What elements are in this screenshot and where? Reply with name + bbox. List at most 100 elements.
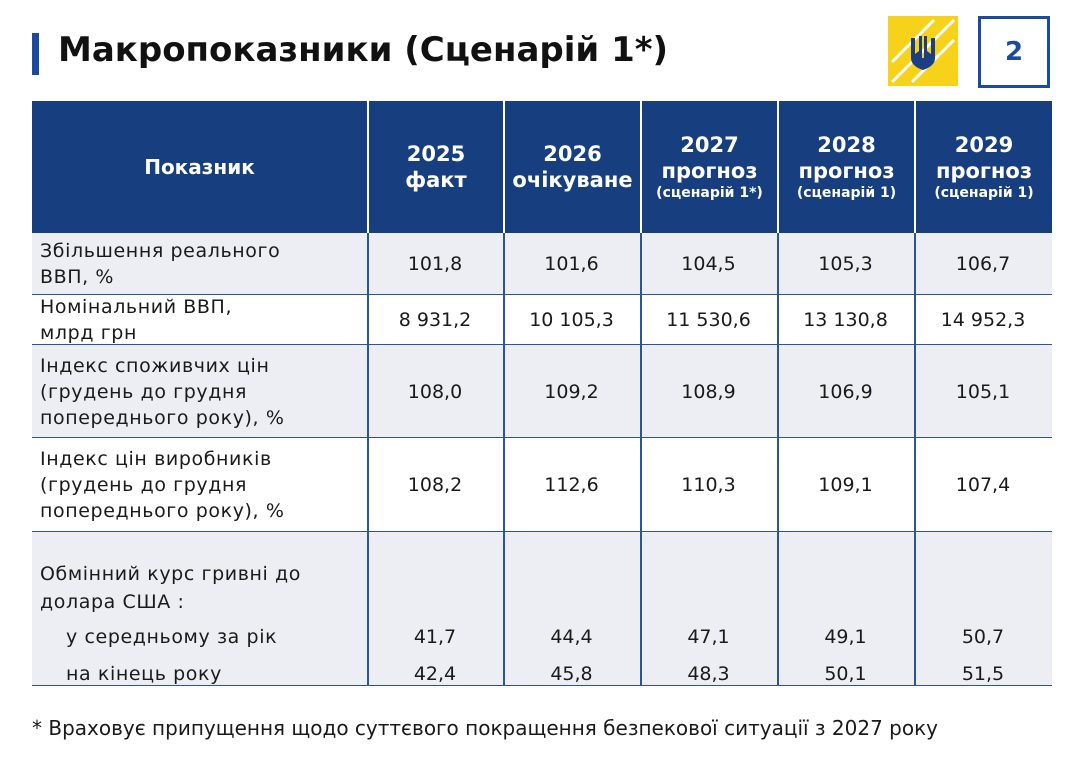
table-row xyxy=(32,345,1052,438)
header-cell: 2027 прогноз (сценарій 1*) xyxy=(640,101,777,233)
table-row xyxy=(32,438,1052,532)
header-cell: 2028 прогноз (сценарій 1) xyxy=(777,101,914,233)
header-kind: прогноз xyxy=(935,159,1033,183)
cell-value: 108,2 xyxy=(407,474,463,496)
cell-value: 109,2 xyxy=(544,380,599,403)
row-label-line: млрд грн xyxy=(40,322,137,344)
row-label-line: Номінальний ВВП, xyxy=(40,296,233,318)
cell-value: 107,4 xyxy=(955,474,1011,496)
header-year: 2028 xyxy=(817,133,876,157)
row-label-line: долара США : xyxy=(40,591,185,613)
header-cell: 2025 факт xyxy=(367,101,503,233)
cell-value: 105,3 xyxy=(818,253,873,275)
row-label: Збільшення реального ВВП, % xyxy=(32,233,367,295)
header-kind: факт xyxy=(405,168,467,192)
cell-value: 48,3 xyxy=(687,663,730,685)
row-label-line: Обмінний курс гривні до xyxy=(40,563,302,585)
table-row xyxy=(32,532,1052,686)
cell-value: 101,6 xyxy=(544,253,599,275)
cell-value: 13 130,8 xyxy=(803,309,888,331)
header-kind: очікуване xyxy=(512,168,633,192)
row-label: Індекс споживчих цін (грудень до грудня по… xyxy=(32,345,367,438)
subrow-label: на кінець року xyxy=(66,663,222,685)
column-divider xyxy=(367,295,369,345)
column-divider xyxy=(777,345,779,438)
column-divider xyxy=(367,233,369,295)
cell-value: 105,1 xyxy=(955,380,1011,403)
cell-value: 110,3 xyxy=(681,474,736,496)
header-note: (сценарій 1) xyxy=(934,185,1034,201)
cell-value: 106,9 xyxy=(818,380,873,403)
cell-value: 11 530,6 xyxy=(666,309,751,331)
column-divider xyxy=(367,345,369,438)
column-divider xyxy=(777,295,779,345)
row-label-line: Індекс споживчих цін xyxy=(40,354,270,377)
header-cell: Показник xyxy=(32,101,367,233)
header-note: (сценарій 1) xyxy=(796,185,897,201)
cell-value: 42,4 xyxy=(413,663,457,685)
column-divider xyxy=(503,532,505,686)
cell-value: 50,1 xyxy=(824,663,867,685)
column-divider xyxy=(777,438,779,532)
logo xyxy=(888,16,958,86)
column-divider xyxy=(367,532,369,686)
cell-value: 8 931,2 xyxy=(398,309,472,331)
row-label-line: ВВП, % xyxy=(40,266,115,288)
cell-value: 109,1 xyxy=(818,474,873,496)
column-divider xyxy=(914,295,916,345)
column-divider xyxy=(640,345,642,438)
table-row xyxy=(32,233,1052,295)
header-year: 2025 xyxy=(406,142,466,166)
cell-value: 44,4 xyxy=(550,626,593,648)
column-divider xyxy=(640,233,642,295)
header-year: 2029 xyxy=(954,133,1014,157)
cell-value: 106,7 xyxy=(955,253,1011,275)
table-header xyxy=(32,101,1052,233)
footnote: * Враховує припущення щодо суттєвого пок… xyxy=(32,716,939,740)
column-divider xyxy=(503,295,505,345)
cell-value: 104,5 xyxy=(681,253,736,275)
title-bar xyxy=(32,33,39,75)
column-divider xyxy=(914,233,916,295)
subrow-label: у середньому за рік xyxy=(66,626,278,648)
row-label-line: Збільшення реального xyxy=(40,240,281,262)
cell-value: 51,5 xyxy=(961,663,1005,685)
row-label-line: (грудень до грудня xyxy=(40,380,248,403)
row-label: Індекс цін виробників (грудень до грудня п… xyxy=(32,438,367,532)
row-label: Номінальний ВВП, млрд грн xyxy=(32,295,367,345)
page-number: 2 xyxy=(978,16,1050,88)
column-divider xyxy=(777,532,779,686)
cell-value: 45,8 xyxy=(550,663,593,685)
row-label-line: попереднього року), % xyxy=(40,406,285,429)
cell-value: 41,7 xyxy=(413,626,457,648)
cell-value: 50,7 xyxy=(961,626,1005,648)
cell-value: 101,8 xyxy=(407,253,463,275)
row-label-line: (грудень до грудня xyxy=(40,474,248,496)
column-divider xyxy=(503,345,505,438)
header-kind: прогноз xyxy=(661,159,758,183)
row-label-line: попереднього року), % xyxy=(40,500,285,522)
header-label: Показник xyxy=(144,155,255,179)
column-divider xyxy=(914,438,916,532)
header-cell: 2029 прогноз (сценарій 1) xyxy=(914,101,1052,233)
column-divider xyxy=(640,532,642,686)
column-divider xyxy=(777,233,779,295)
column-divider xyxy=(503,438,505,532)
cell-value: 10 105,3 xyxy=(529,309,614,331)
header-kind: прогноз xyxy=(798,159,895,183)
column-divider xyxy=(367,438,369,532)
column-divider xyxy=(914,345,916,438)
header-note: (сценарій 1*) xyxy=(656,185,763,201)
header-year: 2027 xyxy=(680,133,739,157)
table-row xyxy=(32,295,1052,345)
row-label-line: Індекс цін виробників xyxy=(40,448,272,470)
column-divider xyxy=(640,295,642,345)
header-year: 2026 xyxy=(543,142,602,166)
column-divider xyxy=(503,233,505,295)
cell-value: 108,9 xyxy=(681,380,736,403)
slide-title: Макропоказники (Сценарій 1*) xyxy=(58,30,669,70)
cell-value: 47,1 xyxy=(687,626,730,648)
cell-value: 108,0 xyxy=(407,380,463,403)
cell-value: 112,6 xyxy=(544,474,599,496)
